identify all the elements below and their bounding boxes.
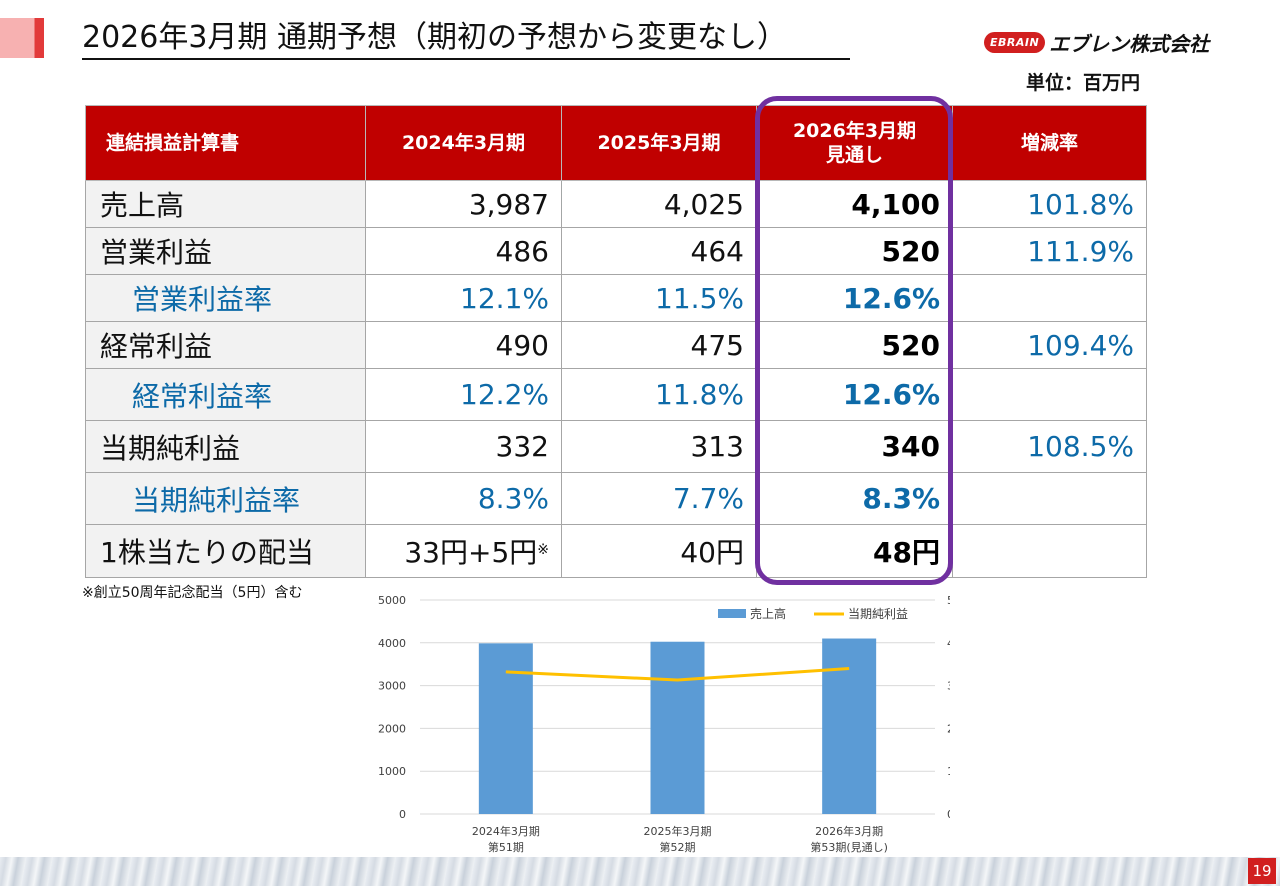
y-left-tick-label: 1000 [378,765,406,778]
cell-fy2025: 464 [561,227,757,275]
x-tick-label: 2024年3月期 [472,824,540,838]
row-label: 経常利益率 [85,368,366,421]
y-right-tick-label: 300 [947,680,950,693]
dividend-fy2024: 33円+5円 [404,536,538,569]
cell-fy2024: 332 [365,420,562,473]
y-right-tick-label: 500 [947,594,950,607]
cell-fy2025: 11.8% [561,368,757,421]
cell-rate: 108.5% [952,420,1147,473]
bar-sales [650,641,705,814]
cell-fy2024: 490 [365,321,562,369]
y-right-tick-label: 200 [947,722,950,735]
bar-sales [822,638,877,814]
header-fy2025: 2025年3月期 [561,105,757,181]
x-tick-sublabel: 第52期 [660,840,696,854]
unit-label: 単位：百万円 [1025,72,1140,94]
cell-fy2026: 48円 [756,524,953,578]
legend-label-sales: 売上高 [750,606,786,621]
cell-fy2024: 12.2% [365,368,562,421]
cell-fy2024: 486 [365,227,562,275]
y-left-tick-label: 5000 [378,594,406,607]
cell-rate: 109.4% [952,321,1147,369]
row-label: 当期純利益 [85,420,366,473]
logo-company-name: エブレン株式会社 [1049,31,1210,56]
cell-fy2026: 12.6% [756,368,953,421]
logo-badge: EBRAIN [984,31,1046,53]
bar-sales [478,643,533,814]
y-right-tick-label: 400 [947,637,950,650]
cell-fy2025: 7.7% [561,472,757,525]
cell-fy2026: 520 [756,227,953,275]
footer-decoration [0,857,1280,886]
cell-fy2024: 12.1% [365,274,562,322]
income-statement-table: 連結損益計算書 2024年3月期 2025年3月期 2026年3月期 見通し 増… [85,105,1147,578]
y-left-tick-label: 4000 [378,637,406,650]
row-label: 当期純利益率 [85,472,366,525]
x-tick-label: 2026年3月期 [815,824,883,838]
page-number: 19 [1248,858,1276,884]
y-right-tick-label: 0 [947,808,950,821]
cell-fy2025: 11.5% [561,274,757,322]
cell-fy2025: 475 [561,321,757,369]
cell-rate: 101.8% [952,180,1147,228]
y-left-tick-label: 3000 [378,680,406,693]
table-row: 当期純利益率 8.3% 7.7% 8.3% [85,472,1147,525]
footnote-mark: ※ [537,542,549,558]
table-row: 営業利益率 12.1% 11.5% 12.6% [85,274,1147,322]
title-accent-bar [0,18,44,58]
slide-title: 2026年3月期 通期予想（期初の予想から変更なし） [82,20,787,55]
header-change-rate: 増減率 [952,105,1147,181]
cell-fy2024: 33円+5円※ [365,524,562,578]
y-left-tick-label: 0 [399,808,406,821]
cell-fy2024: 8.3% [365,472,562,525]
title-underline [82,58,850,60]
cell-fy2026: 12.6% [756,274,953,322]
y-left-tick-label: 2000 [378,722,406,735]
legend-swatch-sales [718,609,746,618]
cell-fy2026: 8.3% [756,472,953,525]
header-fy2024: 2024年3月期 [365,105,562,181]
cell-fy2025: 4,025 [561,180,757,228]
header-fy2026-forecast: 2026年3月期 見通し [756,105,953,181]
cell-rate [952,524,1147,578]
cell-rate [952,472,1147,525]
table-row: 経常利益 490 475 520 109.4% [85,321,1147,369]
cell-fy2025: 40円 [561,524,757,578]
cell-fy2026: 340 [756,420,953,473]
header-statement: 連結損益計算書 [85,105,366,181]
x-tick-sublabel: 第53期(見通し) [810,840,888,854]
cell-fy2025: 313 [561,420,757,473]
table-row: 営業利益 486 464 520 111.9% [85,227,1147,275]
cell-fy2024: 3,987 [365,180,562,228]
x-tick-label: 2025年3月期 [644,824,712,838]
cell-fy2026: 520 [756,321,953,369]
cell-rate [952,274,1147,322]
company-logo: EBRAIN エブレン株式会社 [984,28,1209,56]
row-label: 1株当たりの配当 [85,524,366,578]
x-tick-sublabel: 第51期 [488,840,524,854]
footnote: ※創立50周年記念配当（5円）含む [82,585,303,601]
cell-rate [952,368,1147,421]
table-row: 当期純利益 332 313 340 108.5% [85,420,1147,473]
table-header-row: 連結損益計算書 2024年3月期 2025年3月期 2026年3月期 見通し 増… [85,105,1147,181]
cell-rate: 111.9% [952,227,1147,275]
header-fy2026-text: 2026年3月期 見通し [792,120,917,166]
row-label: 売上高 [85,180,366,228]
row-label: 経常利益 [85,321,366,369]
table-row: 売上高 3,987 4,025 4,100 101.8% [85,180,1147,228]
row-label: 営業利益 [85,227,366,275]
cell-fy2026: 4,100 [756,180,953,228]
line-net-income [505,666,850,682]
table-row: 1株当たりの配当 33円+5円※ 40円 48円 [85,524,1147,578]
row-label: 営業利益率 [85,274,366,322]
sales-profit-chart: 0 1000 2000 3000 4000 5000 0 100 200 300 400 500 202… [378,594,950,854]
legend-label-net-income: 当期純利益 [848,607,908,621]
y-right-tick-label: 100 [947,765,950,778]
table-row: 経常利益率 12.2% 11.8% 12.6% [85,368,1147,421]
